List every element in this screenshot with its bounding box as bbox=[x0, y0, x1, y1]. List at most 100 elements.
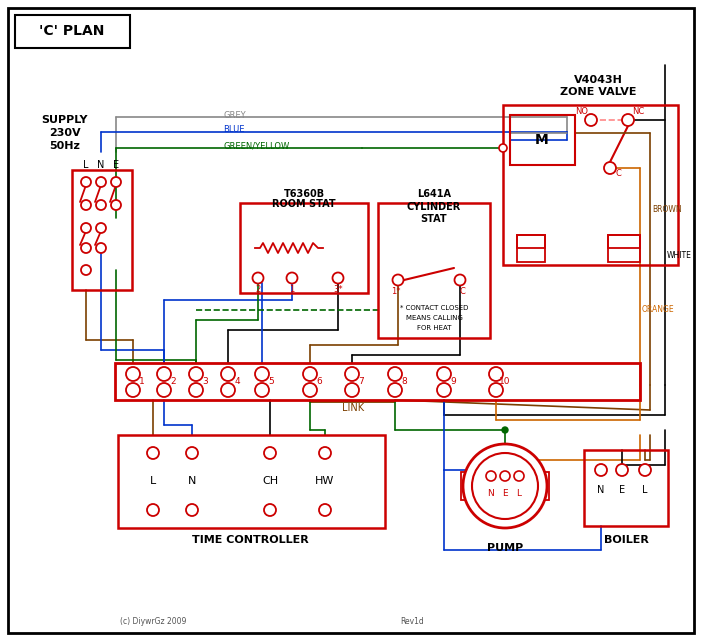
Text: ROOM STAT: ROOM STAT bbox=[272, 199, 336, 209]
Text: SUPPLY: SUPPLY bbox=[41, 115, 88, 125]
Circle shape bbox=[253, 272, 263, 283]
Text: GREY: GREY bbox=[223, 110, 246, 119]
Text: 1: 1 bbox=[289, 285, 295, 294]
Bar bbox=[378, 203, 490, 338]
Circle shape bbox=[126, 367, 140, 381]
Text: CH: CH bbox=[262, 476, 278, 486]
Bar bbox=[15, 15, 130, 48]
Text: N: N bbox=[597, 485, 604, 495]
Text: STAT: STAT bbox=[420, 214, 447, 224]
Circle shape bbox=[147, 447, 159, 459]
Circle shape bbox=[189, 367, 203, 381]
Text: L: L bbox=[517, 490, 522, 499]
Circle shape bbox=[81, 223, 91, 233]
Bar bbox=[118, 435, 385, 528]
Circle shape bbox=[255, 367, 269, 381]
Circle shape bbox=[514, 471, 524, 481]
Text: 50Hz: 50Hz bbox=[50, 141, 81, 151]
Text: 4: 4 bbox=[234, 378, 240, 387]
Text: V4043H: V4043H bbox=[574, 75, 623, 85]
Circle shape bbox=[157, 383, 171, 397]
Circle shape bbox=[157, 367, 171, 381]
Bar bbox=[608, 235, 640, 248]
Text: 230V: 230V bbox=[49, 128, 81, 138]
Circle shape bbox=[454, 274, 465, 285]
Circle shape bbox=[81, 265, 91, 275]
Circle shape bbox=[111, 177, 121, 187]
Text: LINK: LINK bbox=[342, 403, 364, 413]
Text: NC: NC bbox=[632, 108, 644, 117]
Text: WHITE: WHITE bbox=[667, 251, 692, 260]
Circle shape bbox=[345, 367, 359, 381]
Text: 3*: 3* bbox=[333, 285, 343, 294]
Bar bbox=[115, 363, 640, 400]
Text: (c) DiywrGz 2009: (c) DiywrGz 2009 bbox=[120, 617, 186, 626]
Circle shape bbox=[472, 453, 538, 519]
Text: GREEN/YELLOW: GREEN/YELLOW bbox=[223, 142, 289, 151]
Bar bbox=[584, 450, 668, 526]
Circle shape bbox=[111, 200, 121, 210]
Circle shape bbox=[388, 383, 402, 397]
Circle shape bbox=[622, 114, 634, 126]
Circle shape bbox=[388, 367, 402, 381]
Text: L: L bbox=[84, 160, 88, 170]
Text: N: N bbox=[488, 490, 494, 499]
Bar bbox=[608, 235, 640, 262]
Text: N: N bbox=[188, 476, 196, 486]
Text: MEANS CALLING: MEANS CALLING bbox=[406, 315, 463, 321]
Text: N: N bbox=[98, 160, 105, 170]
Circle shape bbox=[81, 200, 91, 210]
Text: PUMP: PUMP bbox=[487, 543, 523, 553]
Bar bbox=[517, 235, 545, 248]
Circle shape bbox=[595, 464, 607, 476]
Circle shape bbox=[489, 367, 503, 381]
Text: 2: 2 bbox=[170, 378, 176, 387]
Text: C: C bbox=[615, 169, 621, 178]
Bar bbox=[240, 203, 368, 293]
Circle shape bbox=[81, 177, 91, 187]
Circle shape bbox=[303, 383, 317, 397]
Text: Rev1d: Rev1d bbox=[400, 617, 424, 626]
Text: ORANGE: ORANGE bbox=[642, 306, 675, 315]
Circle shape bbox=[499, 144, 507, 152]
Text: 1: 1 bbox=[139, 378, 145, 387]
Text: ZONE VALVE: ZONE VALVE bbox=[559, 87, 636, 97]
Circle shape bbox=[502, 427, 508, 433]
Circle shape bbox=[500, 471, 510, 481]
Circle shape bbox=[96, 200, 106, 210]
Circle shape bbox=[221, 383, 235, 397]
Text: E: E bbox=[113, 160, 119, 170]
Text: BOILER: BOILER bbox=[604, 535, 649, 545]
Circle shape bbox=[437, 367, 451, 381]
Text: BROWN: BROWN bbox=[652, 206, 682, 215]
Bar bbox=[537, 472, 549, 500]
Text: 1*: 1* bbox=[391, 288, 401, 297]
Circle shape bbox=[333, 272, 343, 283]
Text: TIME CONTROLLER: TIME CONTROLLER bbox=[192, 535, 308, 545]
Text: 9: 9 bbox=[450, 378, 456, 387]
Text: 10: 10 bbox=[499, 378, 511, 387]
Circle shape bbox=[147, 504, 159, 516]
Circle shape bbox=[319, 447, 331, 459]
Text: L: L bbox=[642, 485, 648, 495]
Bar bbox=[503, 105, 678, 265]
Text: HW: HW bbox=[315, 476, 335, 486]
Text: BLUE: BLUE bbox=[223, 126, 244, 135]
Circle shape bbox=[96, 243, 106, 253]
Circle shape bbox=[286, 272, 298, 283]
Text: FOR HEAT: FOR HEAT bbox=[417, 325, 451, 331]
Text: 6: 6 bbox=[316, 378, 322, 387]
Circle shape bbox=[437, 383, 451, 397]
Text: CYLINDER: CYLINDER bbox=[407, 202, 461, 212]
Text: T6360B: T6360B bbox=[284, 189, 324, 199]
Circle shape bbox=[616, 464, 628, 476]
Circle shape bbox=[345, 383, 359, 397]
Text: 8: 8 bbox=[401, 378, 407, 387]
Circle shape bbox=[189, 383, 203, 397]
Bar bbox=[510, 115, 575, 165]
Bar bbox=[461, 472, 473, 500]
Text: E: E bbox=[502, 490, 508, 499]
Circle shape bbox=[303, 367, 317, 381]
Circle shape bbox=[264, 447, 276, 459]
Text: C: C bbox=[459, 288, 465, 297]
